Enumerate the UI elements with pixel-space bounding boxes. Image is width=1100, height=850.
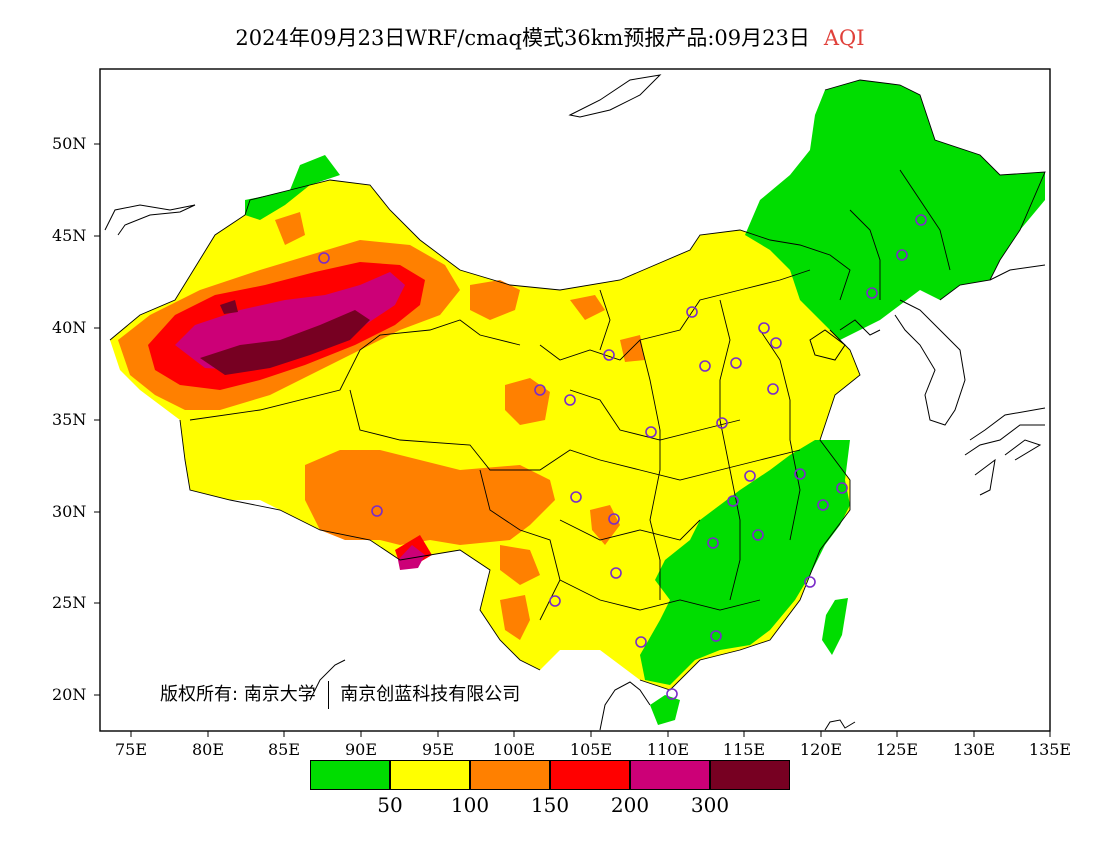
aqi-zone-orange-qinghai xyxy=(505,378,550,425)
site-markers xyxy=(318,214,927,700)
lon-label: 90E xyxy=(344,740,378,759)
lon-label: 80E xyxy=(191,740,225,759)
legend-swatch-1 xyxy=(390,760,470,790)
legend-swatch-2 xyxy=(470,760,550,790)
aqi-zone-green-northeast xyxy=(745,80,1045,340)
lat-label: 50N xyxy=(52,134,87,153)
legend-label: 200 xyxy=(610,793,650,817)
aqi-zone-orange-gansu xyxy=(470,280,520,320)
coastlines xyxy=(104,74,1046,731)
lat-label: 25N xyxy=(52,593,87,612)
lon-label: 120E xyxy=(799,740,843,759)
lat-label: 30N xyxy=(52,502,87,521)
copyright-prefix: 版权所有: xyxy=(160,684,239,705)
title-main: 2024年09月23日WRF/cmaq模式36km预报产品:09月23日 xyxy=(235,26,810,50)
legend-label: 50 xyxy=(377,793,403,817)
lon-label: 85E xyxy=(267,740,301,759)
copyright-note: 版权所有: 南京大学 南京创蓝科技有限公司 xyxy=(160,680,520,709)
map-frame xyxy=(99,68,1051,732)
aqi-zone-green-taiwan xyxy=(822,598,848,655)
legend-label: 100 xyxy=(450,793,490,817)
aqi-zone-darkred-spot xyxy=(220,300,238,314)
axis-ticks xyxy=(94,143,1051,737)
map-title: 2024年09月23日WRF/cmaq模式36km预报产品:09月23日 AQI xyxy=(0,22,1100,52)
legend-swatch-4 xyxy=(630,760,710,790)
aqi-zone-magenta-taklimakan xyxy=(175,272,405,370)
lon-label: 130E xyxy=(952,740,996,759)
aqi-zone-orange-sw xyxy=(500,545,540,585)
province-boundaries xyxy=(109,79,1046,691)
aqi-zone-magenta-tibet xyxy=(398,545,425,570)
title-variable: AQI xyxy=(823,26,865,50)
aqi-zone-green-northwest xyxy=(245,155,340,220)
lat-label: 40N xyxy=(52,318,87,337)
legend-swatch-5 xyxy=(710,760,790,790)
lon-label: 125E xyxy=(875,740,919,759)
copyright-divider xyxy=(327,681,329,709)
lon-label: 95E xyxy=(421,740,455,759)
lat-label: 45N xyxy=(52,226,87,245)
lon-label: 115E xyxy=(722,740,766,759)
lat-label: 35N xyxy=(52,410,87,429)
legend-swatch-0 xyxy=(310,760,390,790)
aqi-zone-orange-jungar xyxy=(275,212,305,245)
copyright-org1: 南京大学 xyxy=(243,684,316,705)
aqi-zone-orange-nmg xyxy=(570,295,605,320)
lon-label: 100E xyxy=(492,740,536,759)
aqi-zone-darkred-taklimakan xyxy=(200,310,370,375)
lon-label: 110E xyxy=(646,740,690,759)
aqi-zone-green-hainan xyxy=(650,695,680,725)
lon-label: 75E xyxy=(114,740,148,759)
legend-label: 300 xyxy=(690,793,730,817)
lat-label: 20N xyxy=(52,685,87,704)
legend-label: 150 xyxy=(530,793,570,817)
aqi-zone-orange-tibet xyxy=(305,450,555,545)
lon-label: 105E xyxy=(569,740,613,759)
copyright-org2: 南京创蓝科技有限公司 xyxy=(340,684,521,705)
legend-swatch-3 xyxy=(550,760,630,790)
lon-label: 135E xyxy=(1028,740,1072,759)
aqi-zone-orange-yunnan xyxy=(500,595,530,640)
